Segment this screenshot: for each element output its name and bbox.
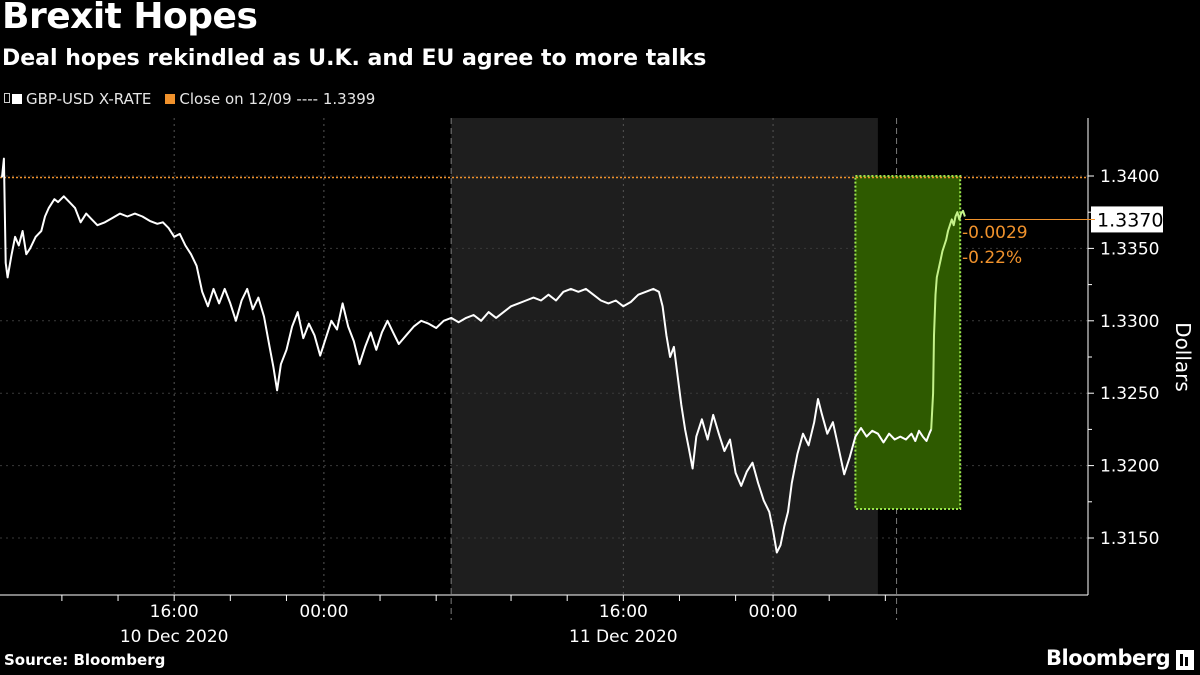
last-value-box (1091, 206, 1163, 233)
chart-subtitle: Deal hopes rekindled as U.K. and EU agre… (2, 46, 707, 71)
legend-swatch-series (12, 94, 22, 104)
axis-labels: 1.3150 1.3200 1.3250 1.3300 1.3350 1.3400 16:0… (120, 167, 1160, 647)
source-note: Source: Bloomberg (4, 651, 166, 669)
y-tick-label-0: 1.3150 (1100, 529, 1159, 549)
legend: GBP-USD X-RATE Close on 12/09 ---- 1.339… (4, 90, 389, 108)
axes (0, 118, 1094, 601)
chart-title: Brexit Hopes (2, 0, 258, 37)
session-shading (451, 118, 878, 595)
legend-item-close: Close on 12/09 ---- 1.3399 (165, 90, 375, 108)
highlight-rect (854, 175, 962, 511)
y-tick-label-5: 1.3400 (1100, 167, 1159, 187)
session-shade-rect (451, 118, 878, 595)
percent-annotation: -0.22% (962, 248, 1022, 268)
y-tick-label-3: 1.3300 (1100, 312, 1159, 332)
y-axis-label: Dollars (1171, 322, 1195, 392)
annotations: -0.0029 -0.22% 1.3370 (962, 206, 1163, 268)
x-date-label-1: 11 Dec 2020 (569, 627, 678, 647)
y-tick-label-4: 1.3350 (1100, 239, 1159, 259)
y-tick-label-1: 1.3200 (1100, 457, 1159, 477)
brand-logo-text: Bloomberg (1046, 646, 1171, 670)
bloomberg-icon (1176, 650, 1194, 670)
last-value-label: 1.3370 (1097, 209, 1163, 231)
x-tick-label-3: 00:00 (749, 602, 798, 622)
series-line-1 (930, 209, 966, 430)
x-tick-label-0: 16:00 (150, 602, 199, 622)
series-lines (1, 157, 966, 554)
legend-label-close: Close on 12/09 ---- 1.3399 (179, 90, 376, 108)
highlight-window (854, 175, 962, 511)
legend-label-series: GBP-USD X-RATE (26, 90, 152, 108)
change-annotation: -0.0029 (962, 223, 1028, 243)
x-date-label-0: 10 Dec 2020 (120, 627, 229, 647)
legend-swatch-close (165, 94, 176, 104)
series-line-0 (1, 157, 933, 554)
x-tick-label-2: 16:00 (599, 602, 648, 622)
pin-icon (4, 93, 10, 103)
legend-item-series: GBP-USD X-RATE (4, 90, 151, 108)
y-tick-label-2: 1.3250 (1100, 384, 1159, 404)
x-tick-label-1: 00:00 (299, 602, 348, 622)
